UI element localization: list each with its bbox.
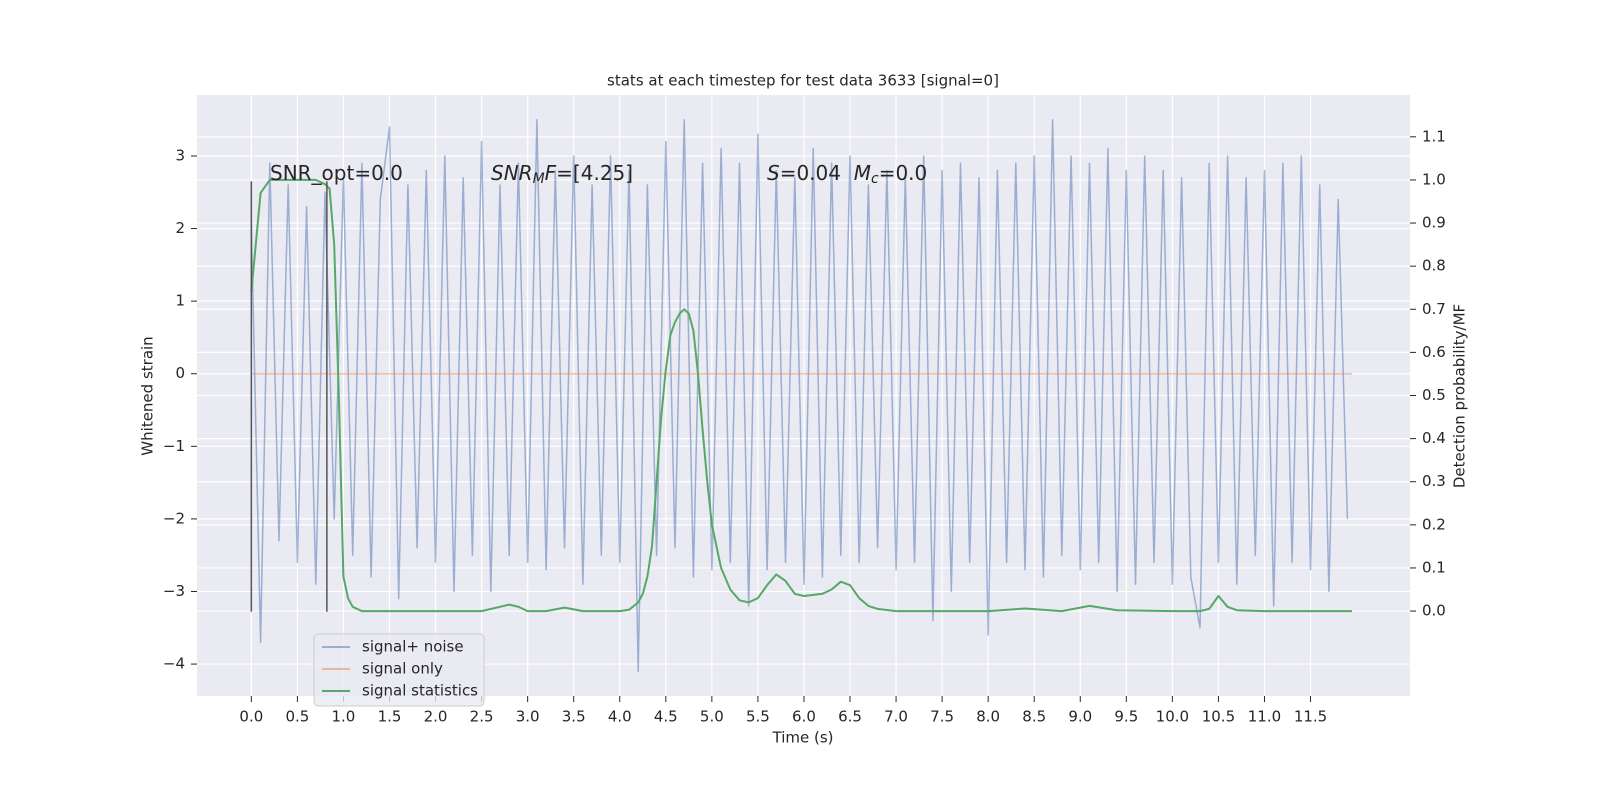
x-tick-label: 5.5: [746, 708, 770, 726]
x-tick-label: 7.5: [930, 708, 954, 726]
x-tick-label: 10.5: [1202, 708, 1235, 726]
y2-tick-label: 1.1: [1422, 127, 1446, 145]
y-tick-label: −3: [163, 582, 185, 600]
legend-label: signal+ noise: [362, 638, 464, 656]
x-tick-label: 4.0: [608, 708, 632, 726]
x-tick-label: 6.5: [838, 708, 862, 726]
x-tick-label: 11.5: [1294, 708, 1327, 726]
series-line: [250, 178, 1352, 613]
x-tick-label: 5.0: [700, 708, 724, 726]
legend-label: signal statistics: [362, 682, 478, 700]
annotation-part: SNR_opt=0.0: [270, 161, 403, 185]
annotation-part: =0.04: [780, 161, 854, 185]
annotation-part: F: [545, 161, 557, 185]
annotation-part: c: [871, 171, 879, 187]
y2-tick-label: 0.0: [1422, 602, 1446, 620]
x-tick-label: 8.0: [976, 708, 1000, 726]
x-tick-label: 3.0: [516, 708, 540, 726]
annotation-part: S: [767, 161, 780, 185]
x-tick-label: 0.0: [239, 708, 263, 726]
x-tick-label: 11.0: [1248, 708, 1281, 726]
annotation: S=0.04 Mc=0.0: [767, 161, 927, 188]
y2-tick-label: 0.7: [1422, 300, 1446, 318]
y-axis-label: Whitened strain: [139, 336, 157, 455]
y2-tick-label: 1.0: [1422, 170, 1446, 188]
annotation-part: M: [854, 161, 871, 185]
y2-tick-label: 0.2: [1422, 515, 1446, 533]
y2-tick-label: 0.3: [1422, 472, 1446, 490]
y-tick-label: −2: [163, 509, 185, 527]
annotation-part: =[4.25]: [556, 161, 633, 185]
x-tick-label: 10.0: [1156, 708, 1189, 726]
x-tick-label: 9.0: [1068, 708, 1092, 726]
x-tick-label: 1.5: [378, 708, 402, 726]
y2-tick-label: 0.1: [1422, 558, 1446, 576]
y2-tick-label: 0.9: [1422, 214, 1446, 232]
y2-tick-label: 0.5: [1422, 386, 1446, 404]
x-tick-label: 2.5: [470, 708, 494, 726]
y-tick-label: −4: [163, 655, 185, 673]
x-axis-label: Time (s): [772, 729, 834, 747]
x-tick-label: 6.0: [792, 708, 816, 726]
y2-tick-label: 0.8: [1422, 257, 1446, 275]
x-tick-label: 2.0: [424, 708, 448, 726]
y2-tick-label: 0.6: [1422, 343, 1446, 361]
legend-label: signal only: [362, 660, 443, 678]
x-tick-label: 1.0: [332, 708, 356, 726]
annotation-part: SNR: [491, 161, 533, 185]
x-tick-label: 0.5: [285, 708, 309, 726]
y-tick-label: 3: [175, 146, 185, 164]
annotation: SNR_opt=0.0: [270, 161, 403, 185]
x-tick-label: 7.0: [884, 708, 908, 726]
y2-axis-label: Detection probability/MF: [1451, 304, 1469, 488]
y-tick-label: 1: [175, 292, 185, 310]
y-tick-label: 0: [175, 364, 185, 382]
annotation-part: M: [533, 171, 545, 187]
legend-box: [313, 633, 485, 707]
chart-title: stats at each timestep for test data 363…: [607, 72, 999, 90]
annotation: SNRMF=[4.25]: [491, 161, 633, 188]
x-tick-label: 3.5: [562, 708, 586, 726]
y2-tick-label: 0.4: [1422, 429, 1446, 447]
y-tick-label: 2: [175, 219, 185, 237]
y-tick-label: −1: [163, 437, 185, 455]
x-tick-label: 9.5: [1114, 708, 1138, 726]
annotation-part: =0.0: [879, 161, 928, 185]
series-line: [250, 118, 1349, 673]
x-tick-label: 8.5: [1022, 708, 1046, 726]
x-tick-label: 4.5: [654, 708, 678, 726]
